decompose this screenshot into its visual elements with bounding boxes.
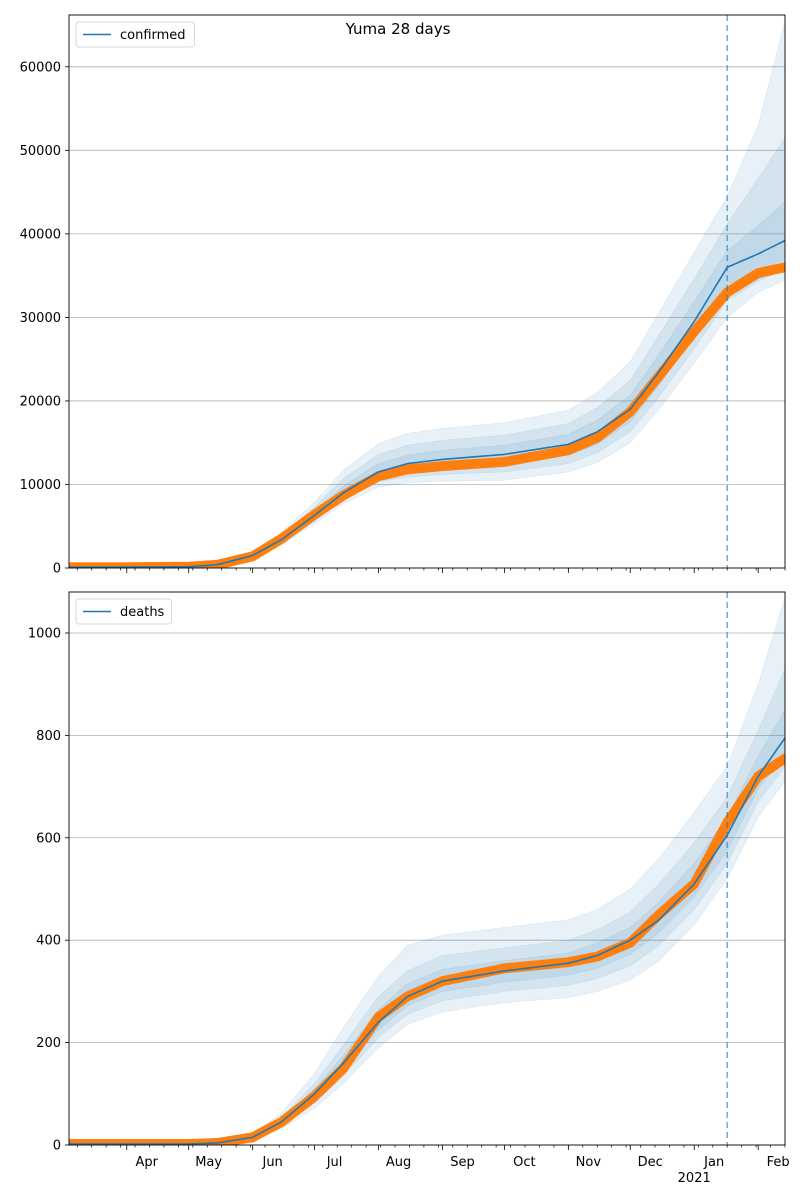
y-tick-label: 50000 [20, 144, 61, 159]
uncertainty-band [69, 668, 785, 1145]
model-line [69, 239, 785, 568]
uncertainty-band [69, 597, 785, 1145]
observed-point [780, 753, 785, 764]
x-tick-label: Jan [703, 1155, 724, 1170]
x-tick-label: Aug [386, 1155, 411, 1170]
y-tick-label: 60000 [20, 60, 61, 75]
x-tick-label: Sep [450, 1155, 475, 1170]
x-tick-label: Feb [767, 1155, 790, 1170]
x-tick-year-label: 2021 [678, 1171, 711, 1186]
legend: confirmed [75, 21, 195, 48]
uncertainty-band [69, 20, 785, 568]
y-tick-label: 800 [36, 729, 61, 744]
y-tick-label: 0 [53, 562, 61, 577]
x-tick-label: Apr [136, 1155, 159, 1170]
y-tick-label: 1000 [28, 626, 61, 641]
y-tick-label: 10000 [20, 478, 61, 493]
deaths-chart-panel: 0 200 400 600 800 1000 Apr May Jun Jul Aug Sep Oct No… [28, 591, 790, 1186]
y-tick-label: 40000 [20, 227, 61, 242]
legend-box [75, 21, 195, 48]
axes-frame [68, 591, 786, 1146]
y-tick-label: 600 [36, 831, 61, 846]
x-tick-label: Oct [513, 1155, 535, 1170]
y-tick-label: 200 [36, 1036, 61, 1051]
legend-label: deaths [120, 605, 165, 620]
legend: deaths [75, 598, 172, 625]
x-tick-label: Nov [576, 1155, 602, 1170]
uncertainty-band [69, 137, 785, 568]
x-tick-label: Dec [638, 1155, 663, 1170]
x-tick-label: May [195, 1155, 222, 1170]
model-line [69, 737, 785, 1145]
y-tick-label: 0 [53, 1139, 61, 1154]
legend-box [75, 598, 172, 625]
y-tick-label: 30000 [20, 311, 61, 326]
observed-point [780, 262, 785, 273]
x-tick-label: Jul [326, 1155, 343, 1170]
plot-area [69, 592, 785, 1145]
y-tick-label: 400 [36, 934, 61, 949]
confirmed-chart-panel: 0 10000 20000 30000 40000 50000 60000 confirmed [20, 14, 786, 577]
legend-label: confirmed [120, 28, 186, 43]
axes-frame [68, 14, 786, 569]
x-tick-label: Jun [261, 1155, 282, 1170]
y-tick-label: 20000 [20, 394, 61, 409]
plot-area [69, 15, 785, 568]
figure-title: Yuma 28 days [345, 20, 451, 38]
